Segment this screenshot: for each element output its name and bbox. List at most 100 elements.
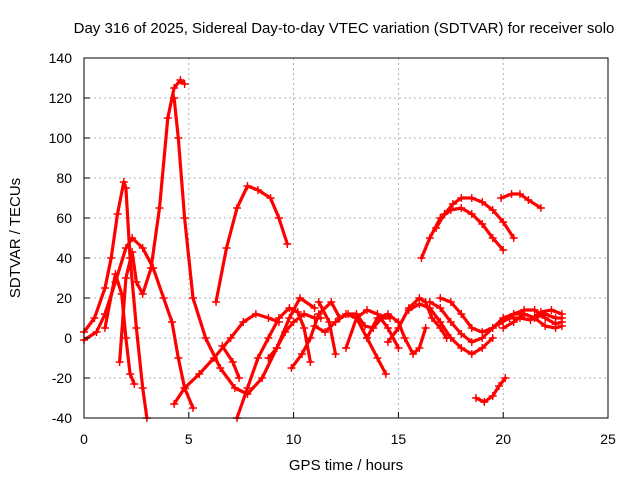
data-point (448, 200, 457, 208)
data-point (415, 300, 424, 308)
data-point (478, 198, 487, 206)
series-arc-13 (310, 310, 390, 378)
data-point (209, 354, 218, 362)
series-arc-5 (170, 94, 319, 398)
data-point (457, 310, 466, 318)
data-point (264, 354, 273, 362)
data-point (272, 344, 281, 352)
data-point (310, 304, 319, 312)
data-point (383, 338, 392, 346)
data-point (509, 234, 518, 242)
data-point (100, 284, 109, 292)
data-point (488, 334, 497, 342)
data-point (499, 218, 508, 226)
series-arc-25 (499, 310, 566, 332)
data-point (488, 234, 497, 242)
data-point (362, 306, 371, 314)
data-point (201, 334, 210, 342)
data-point (121, 184, 130, 192)
data-point (478, 220, 487, 228)
x-axis-ticks: 0 5 10 15 20 25 (80, 412, 616, 447)
data-point (557, 310, 566, 318)
data-point (440, 210, 449, 218)
series-line (172, 312, 281, 406)
data-point (478, 344, 487, 352)
series-arc-7 (212, 182, 292, 306)
y-tick-label: 40 (56, 250, 72, 266)
x-tick-label: 25 (600, 431, 616, 447)
data-point (138, 384, 147, 392)
data-point (170, 400, 179, 408)
series-arc-12 (314, 298, 340, 358)
data-point (274, 214, 283, 222)
data-point (331, 318, 340, 326)
data-point (471, 394, 480, 402)
data-point (383, 310, 392, 318)
y-axis-label: SDTVAR / TECUs (7, 178, 24, 298)
data-point (409, 350, 418, 358)
data-point (446, 298, 455, 306)
data-point (327, 298, 336, 306)
y-tick-label: 60 (56, 210, 72, 226)
data-point (113, 210, 122, 218)
data-point (180, 384, 189, 392)
x-tick-label: 10 (286, 431, 302, 447)
data-point (478, 328, 487, 336)
data-point (425, 234, 434, 242)
data-point (331, 350, 340, 358)
data-point (251, 310, 260, 318)
data-point (300, 324, 309, 332)
data-point (507, 190, 516, 198)
data-point (362, 334, 371, 342)
data-point (536, 204, 545, 212)
series-arc-1 (80, 178, 151, 422)
y-tick-label: 0 (64, 330, 72, 346)
data-point (404, 306, 413, 314)
data-series (80, 76, 566, 422)
data-point (230, 384, 239, 392)
data-point (457, 204, 466, 212)
data-point (264, 314, 273, 322)
data-point (222, 244, 231, 252)
series-arc-22 (471, 374, 510, 406)
data-point (509, 318, 518, 326)
data-point (480, 398, 489, 406)
data-point (132, 324, 141, 332)
series-line (344, 308, 400, 350)
data-point (111, 270, 120, 278)
data-point (427, 314, 436, 322)
data-point (342, 344, 350, 352)
y-axis-ticks: -40 -20 0 20 40 60 80 100 120 140 (49, 50, 90, 426)
data-point (314, 298, 323, 306)
data-point (130, 380, 139, 388)
data-point (138, 290, 147, 298)
series-arc-8 (218, 342, 244, 382)
data-point (415, 344, 424, 352)
series-line (214, 184, 289, 304)
data-point (515, 190, 524, 198)
x-axis-label: GPS time / hours (289, 457, 403, 474)
data-point (195, 370, 204, 378)
series-arc-19 (404, 300, 497, 358)
y-tick-label: 120 (49, 90, 73, 106)
data-point (488, 206, 497, 214)
data-point (293, 308, 302, 316)
data-point (121, 274, 130, 282)
series-arc-4 (115, 76, 189, 366)
data-point (121, 244, 130, 252)
data-point (128, 248, 137, 256)
data-point (417, 254, 426, 262)
data-point (310, 322, 319, 330)
data-point (536, 308, 545, 316)
data-point (147, 264, 156, 272)
data-point (300, 310, 309, 318)
data-point (174, 134, 183, 142)
data-point (266, 194, 275, 202)
data-point (180, 214, 189, 222)
series-line (103, 272, 136, 386)
data-point (216, 364, 225, 372)
y-tick-label: -20 (52, 370, 72, 386)
data-point (306, 334, 315, 342)
data-point (121, 334, 130, 342)
data-point (530, 314, 539, 322)
